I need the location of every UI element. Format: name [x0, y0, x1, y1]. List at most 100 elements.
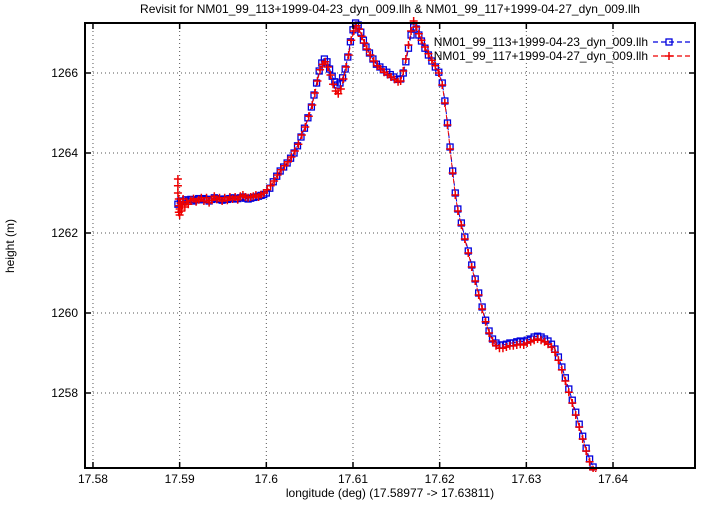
legend-label-series2: NM01_99_117+1999-04-27_dyn_009.llh: [434, 49, 648, 63]
x-tick-label: 17.6: [255, 472, 279, 486]
y-tick-label: 1262: [51, 226, 78, 240]
plus-marker-icon: [526, 337, 535, 346]
plus-marker-icon: [471, 277, 480, 285]
square-marker-icon: [307, 103, 316, 111]
plus-marker-icon: [550, 348, 559, 357]
plus-marker-icon: [173, 189, 182, 197]
plus-marker-icon: [533, 335, 542, 343]
y-tick-label: 1258: [51, 386, 78, 400]
plus-marker-icon: [453, 207, 462, 215]
series-line-1: [177, 19, 595, 472]
plus-marker-icon: [349, 27, 358, 35]
square-marker-icon: [300, 124, 309, 132]
x-tick-label: 17.58: [78, 472, 108, 486]
plus-marker-icon: [355, 25, 364, 33]
plus-marker-icon: [467, 263, 476, 271]
plus-marker-icon: [502, 343, 511, 351]
square-marker-icon: [312, 79, 321, 87]
plus-marker-icon: [424, 49, 433, 58]
plus-marker-icon: [575, 423, 584, 431]
plus-marker-icon: [202, 193, 211, 202]
chart-title: Revisit for NM01_99_113+1999-04-23_dyn_0…: [140, 2, 640, 16]
plus-marker-icon: [478, 305, 487, 313]
plus-marker-icon: [357, 32, 366, 41]
plus-marker-icon: [485, 329, 494, 337]
square-marker-icon: [297, 133, 305, 141]
plus-marker-icon: [557, 365, 566, 374]
legend-sample-square-icon: [653, 38, 691, 46]
y-tick-label: 1260: [51, 306, 78, 320]
legend-sample-plus-icon: [653, 52, 691, 60]
plus-marker-icon: [537, 336, 546, 345]
plus-marker-icon: [498, 344, 507, 353]
legend: NM01_99_113+1999-04-23_dyn_009.llh NM01_…: [434, 35, 691, 63]
series-markers-1: [173, 17, 598, 472]
plus-marker-icon: [173, 175, 182, 183]
plus-marker-icon: [280, 161, 289, 170]
plus-marker-icon: [313, 77, 322, 85]
plus-marker-icon: [407, 27, 416, 35]
plot-border: [84, 22, 696, 469]
plus-marker-icon: [516, 340, 525, 349]
plus-marker-icon: [326, 71, 335, 79]
plus-marker-icon: [360, 39, 369, 47]
plus-marker-icon: [414, 29, 423, 38]
plus-marker-icon: [427, 56, 436, 65]
plus-marker-icon: [396, 77, 405, 85]
plus-marker-icon: [273, 171, 282, 179]
plus-marker-icon: [451, 191, 460, 199]
y-tick-label: 1266: [51, 66, 78, 80]
plus-marker-icon: [342, 63, 351, 71]
plus-marker-icon: [547, 343, 556, 351]
plus-marker-icon: [321, 57, 330, 66]
square-marker-icon: [293, 142, 302, 150]
plus-marker-icon: [347, 36, 356, 45]
plus-marker-icon: [443, 121, 452, 129]
plus-marker-icon: [362, 45, 371, 53]
y-axis-label: height (m): [3, 219, 17, 273]
plus-marker-icon: [578, 435, 587, 443]
plus-marker-icon: [554, 356, 563, 365]
plus-marker-icon: [420, 43, 429, 51]
plus-marker-icon: [263, 185, 272, 194]
plus-marker-icon: [266, 181, 275, 190]
plus-marker-icon: [290, 147, 299, 155]
plus-marker-icon: [446, 145, 455, 153]
plus-marker-icon: [329, 80, 338, 89]
plus-marker-icon: [316, 65, 325, 74]
square-marker-icon: [665, 38, 673, 46]
series-line-0: [177, 22, 594, 468]
series-layer: [173, 17, 598, 472]
plus-marker-icon: [270, 177, 279, 185]
plus-marker-icon: [457, 221, 466, 229]
plus-marker-icon: [336, 85, 345, 93]
plus-marker-icon: [561, 377, 570, 385]
plus-marker-icon: [582, 447, 591, 455]
plus-marker-icon: [417, 36, 426, 45]
square-marker-icon: [304, 114, 312, 122]
plus-marker-icon: [399, 67, 408, 75]
plus-marker-icon: [431, 61, 440, 70]
plus-marker-icon: [344, 51, 353, 59]
plus-marker-icon: [488, 337, 497, 345]
x-axis-label: longitude (deg) (17.58977 -> 17.63811): [286, 486, 494, 500]
plus-marker-icon: [310, 89, 319, 97]
grid-layer: [85, 23, 695, 468]
plus-marker-icon: [401, 55, 410, 63]
plus-marker-icon: [434, 69, 443, 77]
x-tick-label: 17.61: [338, 472, 368, 486]
x-tick-label: 17.63: [511, 472, 541, 486]
plus-marker-icon: [297, 131, 306, 139]
plus-marker-icon: [294, 140, 303, 149]
plus-marker-icon: [571, 411, 580, 419]
plus-marker-icon: [308, 101, 317, 109]
x-tick-label: 17.59: [165, 472, 195, 486]
plus-marker-icon: [568, 399, 577, 407]
plus-marker-icon: [412, 23, 421, 31]
plus-marker-icon: [665, 52, 673, 60]
plot-frame: [84, 22, 696, 469]
plus-marker-icon: [464, 249, 473, 257]
plus-marker-icon: [177, 207, 186, 215]
